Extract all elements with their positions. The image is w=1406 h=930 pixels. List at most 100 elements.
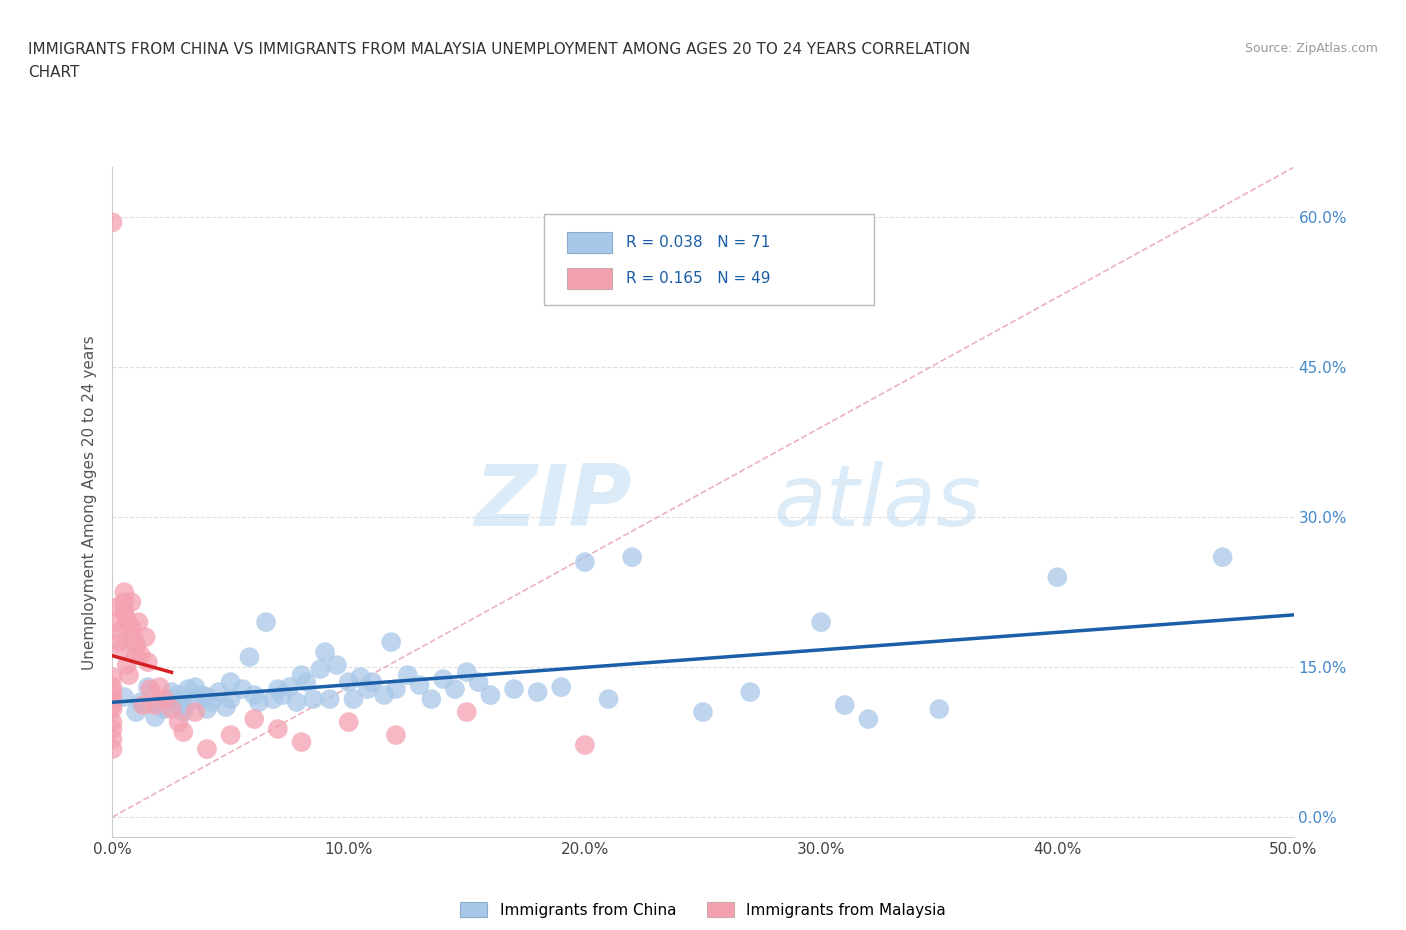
Point: [208, 684, 231, 699]
Point: [195, 741, 218, 756]
Point: [101, 701, 124, 716]
Point: [167, 714, 190, 729]
Point: [356, 682, 378, 697]
Point: [290, 668, 312, 683]
Point: [143, 710, 166, 724]
Point: [319, 692, 342, 707]
Point: [184, 692, 207, 707]
Point: [278, 680, 301, 695]
Point: [349, 670, 371, 684]
Point: [120, 594, 142, 609]
Point: [598, 692, 620, 707]
Point: [101, 722, 124, 737]
Point: [101, 670, 124, 684]
Point: [254, 615, 277, 630]
Point: [118, 668, 141, 683]
Point: [172, 705, 194, 720]
Point: [111, 642, 134, 657]
Y-axis label: Unemployment Among Ages 20 to 24 years: Unemployment Among Ages 20 to 24 years: [82, 335, 97, 670]
Point: [135, 630, 157, 644]
Point: [574, 554, 596, 569]
Point: [191, 687, 214, 702]
Text: ZIP: ZIP: [474, 460, 633, 544]
Point: [108, 634, 131, 649]
Point: [361, 674, 384, 689]
Point: [326, 658, 349, 672]
Point: [101, 684, 124, 699]
Point: [396, 668, 419, 683]
Point: [120, 619, 142, 634]
Point: [195, 701, 218, 716]
Point: [125, 647, 148, 662]
Legend: Immigrants from China, Immigrants from Malaysia: Immigrants from China, Immigrants from M…: [460, 902, 946, 918]
FancyBboxPatch shape: [567, 268, 612, 289]
Point: [195, 690, 218, 705]
Point: [231, 682, 253, 697]
Point: [112, 604, 135, 619]
Point: [456, 705, 478, 720]
Point: [219, 692, 242, 707]
Point: [101, 680, 124, 695]
Point: [172, 695, 194, 710]
Point: [290, 735, 312, 750]
Point: [337, 674, 360, 689]
Point: [129, 647, 152, 662]
Point: [219, 674, 242, 689]
Point: [380, 634, 402, 649]
Point: [247, 695, 270, 710]
Point: [740, 684, 762, 699]
Point: [101, 698, 124, 712]
Point: [1212, 550, 1234, 565]
Text: R = 0.165   N = 49: R = 0.165 N = 49: [626, 271, 770, 286]
Point: [262, 692, 284, 707]
Point: [526, 684, 548, 699]
Text: atlas: atlas: [773, 460, 981, 544]
Point: [160, 692, 183, 707]
FancyBboxPatch shape: [544, 214, 875, 305]
Point: [432, 671, 454, 686]
Point: [136, 680, 159, 695]
Point: [108, 625, 131, 640]
Point: [125, 705, 148, 720]
Point: [858, 711, 880, 726]
Point: [834, 698, 856, 712]
Point: [177, 682, 200, 697]
Point: [444, 682, 467, 697]
Point: [810, 615, 832, 630]
Point: [172, 724, 194, 739]
Point: [101, 741, 124, 756]
Point: [456, 665, 478, 680]
Point: [467, 674, 489, 689]
Point: [112, 594, 135, 609]
Point: [149, 680, 172, 695]
Point: [621, 550, 644, 565]
Point: [112, 690, 135, 705]
Point: [160, 701, 183, 716]
Point: [420, 692, 443, 707]
Text: IMMIGRANTS FROM CHINA VS IMMIGRANTS FROM MALAYSIA UNEMPLOYMENT AMONG AGES 20 TO : IMMIGRANTS FROM CHINA VS IMMIGRANTS FROM…: [28, 42, 970, 57]
Point: [101, 732, 124, 747]
Point: [267, 722, 290, 737]
Point: [153, 701, 176, 716]
Point: [172, 699, 194, 714]
Point: [125, 638, 148, 653]
Point: [238, 650, 260, 665]
Point: [215, 699, 238, 714]
Point: [295, 674, 318, 689]
Point: [122, 630, 145, 644]
Point: [314, 644, 336, 659]
Point: [385, 682, 408, 697]
Point: [243, 687, 266, 702]
Point: [105, 615, 128, 630]
Point: [139, 682, 162, 697]
Point: [337, 714, 360, 729]
Point: [101, 692, 124, 707]
Point: [267, 682, 290, 697]
Point: [101, 714, 124, 729]
Point: [342, 692, 364, 707]
Point: [153, 692, 176, 707]
Point: [136, 655, 159, 670]
Point: [928, 701, 950, 716]
Point: [149, 698, 172, 712]
Point: [550, 680, 572, 695]
